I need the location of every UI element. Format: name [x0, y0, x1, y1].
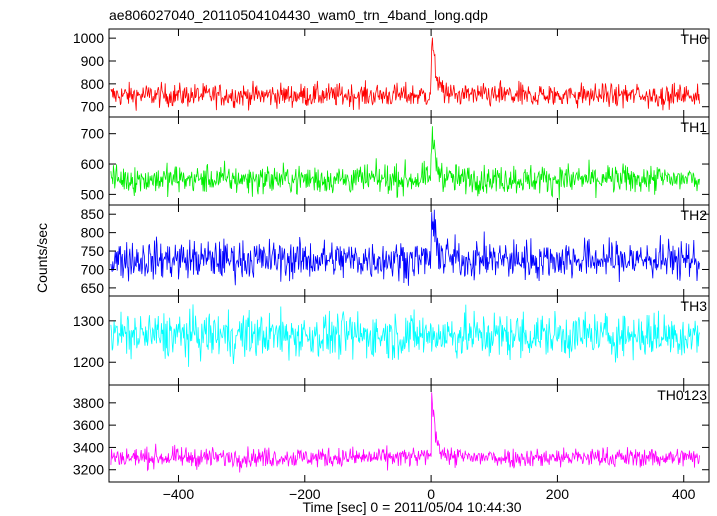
panel-label: TH0: [681, 31, 708, 47]
y-tick-label: 700: [81, 99, 105, 115]
series-line-th3: [110, 304, 700, 367]
y-tick-label: 800: [81, 76, 105, 92]
series-line-th0: [110, 37, 700, 111]
series-line-th0123: [110, 392, 700, 473]
x-axis-label: Time [sec] 0 = 2011/05/04 10:44:30: [302, 499, 521, 515]
panel-th2: 650 700 750 800 850 TH2: [81, 204, 710, 297]
y-tick-label: 3400: [73, 439, 104, 455]
y-tick-label: 3800: [73, 395, 104, 411]
panels: 700 800 900 1000 TH0 500 600 700 TH1 650 700 750 800…: [73, 28, 710, 483]
series-line-th1: [110, 126, 700, 200]
panel-label: TH0123: [657, 387, 707, 403]
x-axis: −400 −200 0 200 400: [163, 486, 696, 502]
panel-label: TH1: [681, 119, 708, 135]
x-tick-label: 400: [672, 486, 696, 502]
panel-frame: [108, 384, 710, 483]
x-tick-label: −200: [289, 486, 321, 502]
y-tick-label: 600: [81, 156, 105, 172]
y-tick-label: 650: [81, 280, 105, 296]
y-tick-label: 1000: [73, 30, 104, 46]
y-tick-label: 1300: [73, 313, 104, 329]
panel-th0: 700 800 900 1000 TH0: [73, 28, 710, 118]
y-tick-label: 800: [81, 225, 105, 241]
y-tick-label: 3200: [73, 462, 104, 478]
panel-label: TH2: [681, 207, 708, 223]
y-axis-label: Counts/sec: [34, 223, 50, 293]
panel-th3: 1200 1300 TH3: [73, 295, 710, 386]
panel-th0123: 3200 3400 3600 3800 TH0123: [73, 384, 710, 483]
y-tick-label: 900: [81, 53, 105, 69]
y-tick-label: 3600: [73, 417, 104, 433]
y-tick-label: 1200: [73, 354, 104, 370]
y-tick-label: 700: [81, 261, 105, 277]
chart-title: ae806027040_20110504104430_wam0_trn_4ban…: [109, 7, 488, 23]
x-tick-label: −400: [163, 486, 195, 502]
y-tick-label: 700: [81, 126, 105, 142]
x-tick-label: 200: [546, 486, 570, 502]
panel-th1: 500 600 700 TH1: [81, 116, 710, 206]
y-tick-label: 500: [81, 186, 105, 202]
x-tick-label: 0: [427, 486, 435, 502]
panel-frame: [108, 28, 710, 118]
panel-frame: [108, 204, 710, 297]
y-tick-label: 750: [81, 243, 105, 259]
panel-frame: [108, 116, 710, 206]
series-line-th2: [110, 209, 700, 286]
y-tick-label: 850: [81, 206, 105, 222]
panel-label: TH3: [681, 298, 708, 314]
